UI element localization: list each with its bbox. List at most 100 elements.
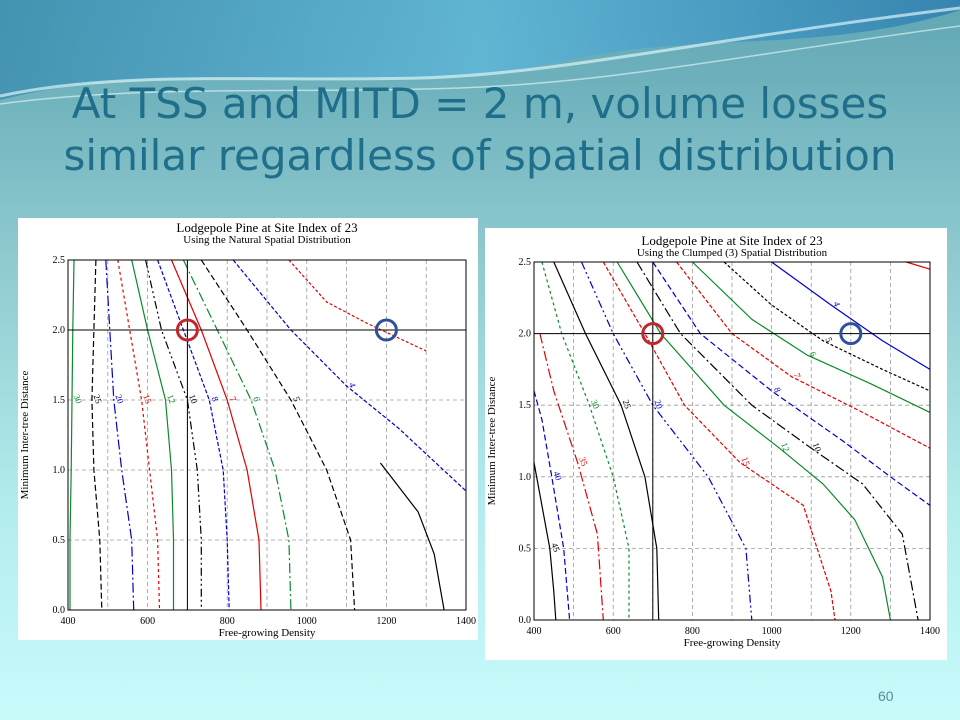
contour-label: 25 — [621, 398, 634, 410]
contour-line-7 — [170, 259, 262, 611]
slide-title-line-1: At TSS and MITD = 2 m, volume losses — [71, 79, 889, 128]
y-tick-label: 1.5 — [519, 400, 532, 411]
contour-line-25 — [553, 261, 660, 621]
y-tick-label: 2.5 — [519, 257, 532, 268]
contour-line-unlabeled — [906, 261, 931, 270]
contour-label: 10 — [811, 441, 824, 453]
contour-label: 30 — [72, 393, 85, 405]
contour-line-7 — [676, 261, 931, 449]
x-tick-label: 1400 — [456, 616, 476, 627]
contour-line-30 — [541, 261, 630, 620]
contour-label: 20 — [652, 398, 665, 410]
contour-line-40 — [533, 390, 571, 621]
contour-label: 12 — [779, 441, 791, 453]
x-tick-label: 800 — [685, 626, 700, 637]
header-wave — [0, 0, 960, 100]
x-tick-label: 1000 — [297, 616, 317, 627]
contour-label: 5 — [291, 395, 302, 403]
contour-line-20 — [105, 259, 135, 611]
contour-label: 7 — [228, 395, 239, 403]
y-tick-label: 0.5 — [519, 543, 532, 554]
contour-line-8 — [157, 259, 230, 611]
contour-line-12 — [616, 261, 891, 621]
chart-natural-svg: Lodgepole Pine at Site Index of 23Using … — [19, 220, 476, 639]
contour-line-10 — [145, 259, 202, 610]
contour-line-6 — [691, 261, 931, 413]
header-wave-line — [0, 25, 960, 105]
slide-title: At TSS and MITD = 2 m, volume losses sim… — [20, 78, 940, 182]
slide-title-line-2: similar regardless of spatial distributi… — [63, 131, 897, 180]
x-tick-label: 400 — [527, 626, 542, 637]
chart-title: Lodgepole Pine at Site Index of 23 — [176, 220, 357, 235]
highlight-marker — [839, 322, 863, 346]
page-number: 60 — [878, 688, 894, 704]
contour-line-15 — [602, 261, 836, 621]
contour-label: 4 — [831, 300, 842, 308]
x-tick-label: 1400 — [920, 626, 940, 637]
chart-clumped-distribution: Lodgepole Pine at Site Index of 23 Using … — [485, 228, 947, 660]
contour-line-25 — [91, 259, 103, 611]
y-tick-label: 2.5 — [53, 255, 66, 266]
chart-clumped-svg: Lodgepole Pine at Site Index of 23Using … — [486, 233, 940, 649]
y-tick-label: 1.0 — [519, 472, 532, 483]
contour-line-5 — [200, 259, 356, 611]
x-tick-label: 600 — [140, 616, 155, 627]
x-axis-label: Free-growing Density — [684, 637, 781, 649]
highlight-marker — [374, 318, 398, 342]
x-tick-label: 1200 — [841, 626, 861, 637]
contour-label: 15 — [141, 393, 154, 405]
contour-label: 35 — [577, 456, 590, 468]
chart-subtitle: Using the Natural Spatial Distribution — [183, 234, 351, 246]
contour-label: 40 — [551, 470, 564, 482]
contour-line-8 — [652, 261, 931, 506]
y-axis-label: Minimum Inter-tree Distance — [486, 377, 498, 506]
contour-label: 25 — [91, 393, 104, 405]
contour-label: 7 — [792, 372, 803, 380]
contour-line-5 — [723, 261, 931, 392]
x-tick-label: 1200 — [376, 616, 396, 627]
highlight-marker — [175, 318, 199, 342]
x-axis-label: Free-growing Density — [219, 627, 316, 639]
x-tick-label: 1000 — [762, 626, 782, 637]
contour-label: 6 — [251, 395, 262, 403]
contour-label: 10 — [187, 393, 200, 405]
contour-label: 5 — [823, 336, 834, 344]
x-tick-label: 400 — [61, 616, 76, 627]
y-tick-label: 2.0 — [53, 325, 66, 336]
chart-subtitle: Using the Clumped (3) Spatial Distributi… — [637, 247, 828, 259]
contour-label: 20 — [113, 393, 126, 405]
contour-label: 12 — [165, 393, 177, 405]
y-axis-label: Minimum Inter-tree Distance — [19, 371, 31, 500]
contour-line-4 — [232, 259, 467, 492]
contour-line-35 — [539, 333, 604, 621]
contour-label: 4 — [347, 381, 358, 389]
contour-label: 45 — [549, 541, 562, 553]
y-tick-label: 0.0 — [53, 605, 66, 616]
contour-line-12 — [131, 259, 175, 610]
x-tick-label: 800 — [220, 616, 235, 627]
contour-line-unlabeled — [288, 259, 427, 352]
contour-label: 8 — [772, 386, 783, 394]
chart-natural-distribution: Lodgepole Pine at Site Index of 23 Using … — [18, 218, 478, 640]
contour-label: 30 — [589, 398, 602, 410]
contour-line-unlabeled — [379, 462, 445, 611]
plot-frame — [533, 261, 931, 621]
header-wave-highlight — [0, 6, 960, 98]
contour-line-6 — [182, 259, 292, 611]
contour-line-15 — [117, 259, 161, 611]
contour-label: 6 — [808, 350, 819, 358]
contour-label: 15 — [740, 456, 753, 468]
contour-line-20 — [580, 261, 753, 621]
contour-line-45 — [533, 462, 557, 621]
x-tick-label: 600 — [606, 626, 621, 637]
contour-line-10 — [636, 261, 919, 621]
chart-title: Lodgepole Pine at Site Index of 23 — [641, 233, 822, 248]
y-tick-label: 0.5 — [53, 535, 66, 546]
plot-frame — [67, 259, 467, 611]
y-tick-label: 2.0 — [519, 329, 532, 340]
y-tick-label: 0.0 — [519, 615, 532, 626]
highlight-marker — [641, 322, 665, 346]
contour-label: 8 — [210, 395, 221, 403]
contour-line-4 — [771, 261, 931, 370]
contour-line-30 — [69, 259, 75, 610]
